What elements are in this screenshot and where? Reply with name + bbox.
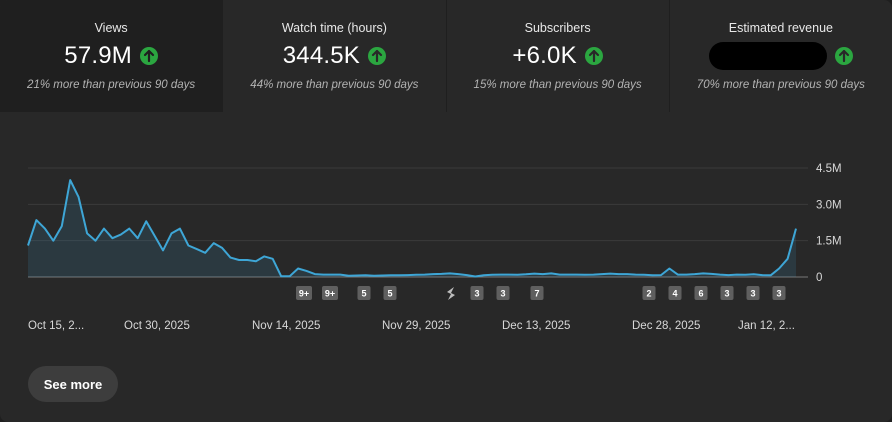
metric-tabs: Views 57.9M 21% more than previous 90 da… — [0, 0, 892, 112]
metric-label: Views — [94, 21, 128, 35]
y-axis-ticks: 0 1.5M 3.0M 4.5M — [816, 163, 842, 284]
upload-badge[interactable]: 3 — [496, 286, 510, 300]
upload-badge[interactable]: 2 — [642, 286, 656, 300]
svg-text:5: 5 — [361, 289, 366, 299]
x-tick-label: Oct 15, 2... — [28, 320, 84, 332]
svg-text:3: 3 — [474, 289, 479, 299]
x-tick-label: Nov 29, 2025 — [382, 320, 450, 332]
arrow-up-icon — [139, 47, 158, 65]
y-tick-label: 4.5M — [816, 163, 842, 175]
y-tick-label: 1.5M — [816, 236, 842, 248]
content-annotations: 9+ 9+ 5 5 3 3 7 2 4 6 3 3 3 — [296, 286, 786, 300]
upload-badge[interactable]: 5 — [383, 286, 397, 300]
svg-text:2: 2 — [646, 289, 651, 299]
metric-label: Subscribers — [524, 21, 591, 35]
metric-comparison: 15% more than previous 90 days — [473, 79, 642, 91]
metric-label: Estimated revenue — [728, 21, 833, 35]
x-tick-label: Jan 12, 2... — [738, 320, 795, 332]
upload-badge[interactable]: 3 — [746, 286, 760, 300]
metric-tab-views[interactable]: Views 57.9M 21% more than previous 90 da… — [0, 0, 224, 112]
y-tick-label: 3.0M — [816, 199, 842, 211]
x-tick-label: Dec 13, 2025 — [502, 320, 570, 332]
y-tick-label: 0 — [816, 272, 822, 284]
svg-text:9+: 9+ — [325, 289, 335, 299]
upload-badge[interactable]: 6 — [694, 286, 708, 300]
see-more-button[interactable]: See more — [28, 366, 118, 402]
metric-tab-estimated-revenue[interactable]: Estimated revenue 70% more than previous… — [670, 0, 892, 112]
metric-value: 344.5K — [282, 42, 361, 69]
svg-text:5: 5 — [387, 289, 392, 299]
views-chart[interactable]: 0 1.5M 3.0M 4.5M 9+ 9+ 5 5 3 3 7 2 4 6 3 3 3 Oct 15, 2.… — [0, 112, 892, 342]
arrow-up-icon — [834, 47, 853, 65]
redacted-value — [708, 42, 827, 70]
upload-badge[interactable]: 3 — [772, 286, 786, 300]
upload-badge[interactable]: 9+ — [322, 286, 338, 300]
svg-text:6: 6 — [698, 289, 703, 299]
arrow-up-icon — [584, 47, 603, 65]
svg-text:3: 3 — [500, 289, 505, 299]
x-tick-label: Nov 14, 2025 — [252, 320, 320, 332]
svg-text:4: 4 — [672, 289, 677, 299]
metric-label: Watch time (hours) — [281, 21, 387, 35]
upload-badge[interactable]: 3 — [720, 286, 734, 300]
upload-badge[interactable]: 3 — [470, 286, 484, 300]
x-axis-ticks: Oct 15, 2... Oct 30, 2025 Nov 14, 2025 Nov … — [28, 320, 795, 332]
chart-series — [27, 179, 797, 278]
metric-tab-watch-time[interactable]: Watch time (hours) 344.5K 44% more than … — [223, 0, 447, 112]
x-tick-label: Dec 28, 2025 — [632, 320, 700, 332]
x-tick-label: Oct 30, 2025 — [124, 320, 190, 332]
svg-text:7: 7 — [534, 289, 539, 299]
upload-badge[interactable]: 9+ — [296, 286, 312, 300]
metric-comparison: 21% more than previous 90 days — [27, 79, 196, 91]
svg-text:3: 3 — [776, 289, 781, 299]
metric-value: 57.9M — [64, 42, 132, 69]
svg-text:3: 3 — [750, 289, 755, 299]
metric-comparison: 70% more than previous 90 days — [696, 79, 865, 91]
upload-badge[interactable]: 7 — [530, 286, 544, 300]
shorts-icon[interactable] — [447, 287, 455, 300]
svg-text:9+: 9+ — [299, 289, 309, 299]
svg-text:3: 3 — [724, 289, 729, 299]
series-area — [28, 180, 796, 277]
metric-tab-subscribers[interactable]: Subscribers +6.0K 15% more than previous… — [447, 0, 670, 112]
upload-badge[interactable]: 4 — [668, 286, 682, 300]
upload-badge[interactable]: 5 — [357, 286, 371, 300]
metric-comparison: 44% more than previous 90 days — [250, 79, 419, 91]
series-line-views — [27, 179, 797, 278]
arrow-up-icon — [368, 47, 387, 65]
metric-value: +6.0K — [512, 42, 577, 69]
